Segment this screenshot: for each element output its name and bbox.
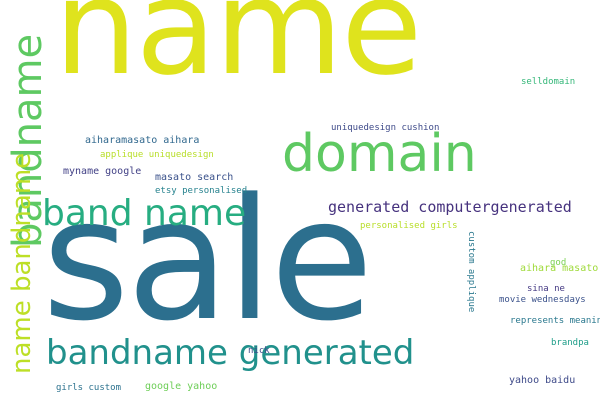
word-sale: sale xyxy=(42,162,374,358)
word-band-name: band name xyxy=(42,193,247,234)
word-name: name xyxy=(54,0,422,105)
word-movie-wednesdays: movie wednesdays xyxy=(499,295,586,305)
word-girls-custom: girls custom xyxy=(56,383,122,393)
word-generated-computergenerated: generated computergenerated xyxy=(328,198,572,216)
word-bandname-generated: bandname generated xyxy=(46,333,415,373)
word-sina-ne: sina ne xyxy=(527,284,565,294)
word-myname-google: myname google xyxy=(63,166,142,177)
word-brandpa: brandpa xyxy=(551,338,589,348)
word-name-bandname-vertical: name bandname xyxy=(7,152,37,374)
word-nick: nick xyxy=(248,346,270,356)
word-god: god xyxy=(550,258,567,268)
word-google-yahoo: google yahoo xyxy=(145,381,218,392)
word-personalised-girls: personalised girls xyxy=(360,221,458,231)
word-uniquedesign-cushion: uniquedesign cushion xyxy=(331,123,440,133)
word-custom-applique: custom applique xyxy=(466,231,476,313)
word-domain: domain xyxy=(282,124,477,184)
word-selldomain: selldomain xyxy=(521,77,576,87)
word-masato-search: masato search xyxy=(155,172,234,183)
word-applique-uniquedesign: applique uniquedesign xyxy=(100,150,214,160)
word-aiharamasato-aihara: aiharamasato aihara xyxy=(85,135,200,146)
word-aihara-masato: aihara masato xyxy=(520,263,599,274)
word-yahoo-baidu: yahoo baidu xyxy=(509,375,576,386)
word-etsy-personalised: etsy personalised xyxy=(155,186,248,196)
word-represents-meaning: represents meaning xyxy=(510,316,600,326)
